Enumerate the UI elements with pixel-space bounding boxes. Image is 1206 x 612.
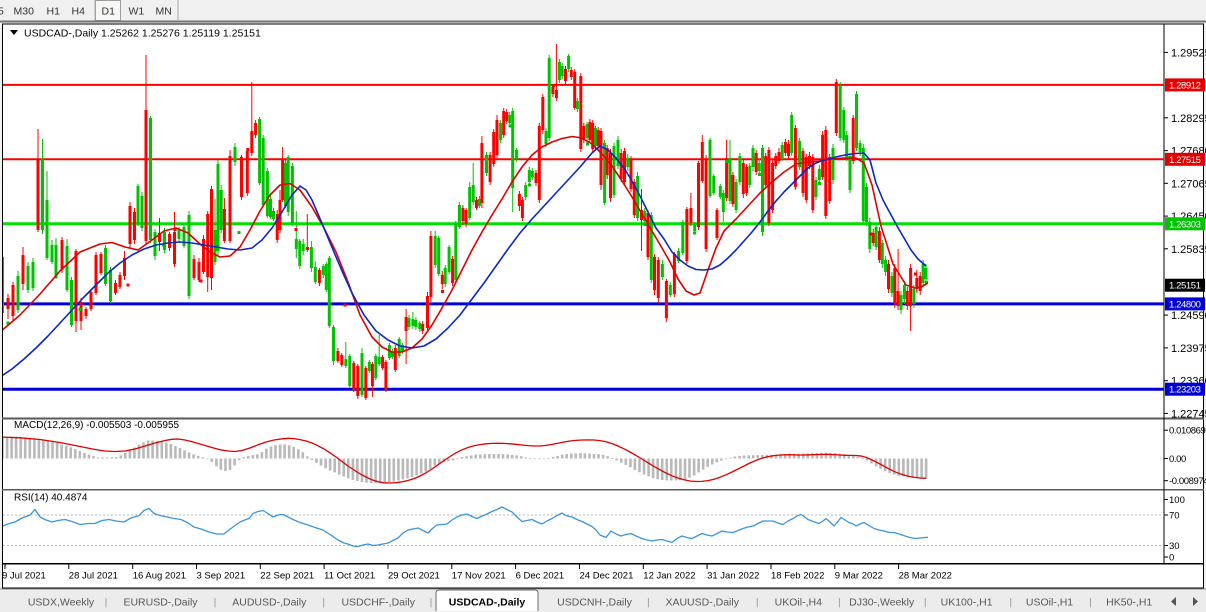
svg-text:1.28912: 1.28912 (1169, 80, 1201, 91)
svg-text:|: | (1009, 597, 1012, 609)
svg-text:|: | (430, 597, 433, 609)
svg-text:|: | (214, 597, 217, 609)
svg-text:18 Feb 2022: 18 Feb 2022 (771, 571, 824, 582)
svg-text:24 Dec 2021: 24 Dec 2021 (580, 571, 634, 582)
svg-text:1.27065: 1.27065 (1171, 178, 1206, 190)
svg-text:1.24590: 1.24590 (1171, 310, 1206, 322)
svg-text:AUDUSD-,Daily: AUDUSD-,Daily (232, 597, 307, 609)
svg-text:0: 0 (1169, 553, 1174, 564)
svg-text:H1: H1 (47, 6, 61, 18)
svg-text:USDCNH-,Daily: USDCNH-,Daily (557, 597, 632, 609)
svg-text:1.25835: 1.25835 (1171, 244, 1206, 256)
svg-text:1.22745: 1.22745 (1171, 408, 1206, 420)
svg-text:UKOil-,H4: UKOil-,H4 (775, 597, 822, 609)
svg-text:1.23203: 1.23203 (1169, 385, 1201, 396)
svg-text:1.25151: 1.25151 (1169, 281, 1201, 292)
svg-text:28 Jul 2021: 28 Jul 2021 (69, 571, 118, 582)
svg-text:-0.008974: -0.008974 (1169, 476, 1206, 487)
svg-text:EURUSD-,Daily: EURUSD-,Daily (123, 597, 198, 609)
svg-text:31 Jan 2022: 31 Jan 2022 (707, 571, 759, 582)
svg-text:16 Aug 2021: 16 Aug 2021 (133, 571, 186, 582)
svg-text:70: 70 (1169, 511, 1180, 522)
svg-text:30: 30 (1169, 541, 1180, 552)
svg-text:H4: H4 (72, 6, 86, 18)
svg-text:HK50-,H1: HK50-,H1 (1106, 597, 1152, 609)
svg-text:6 Dec 2021: 6 Dec 2021 (516, 571, 565, 582)
svg-text:9 Jul 2021: 9 Jul 2021 (2, 571, 46, 582)
svg-text:9 Mar 2022: 9 Mar 2022 (835, 571, 883, 582)
svg-text:XAUUSD-,Daily: XAUUSD-,Daily (665, 597, 739, 609)
svg-text:D1: D1 (102, 6, 116, 18)
svg-text:USOil-,H1: USOil-,H1 (1026, 597, 1073, 609)
svg-text:3 Sep 2021: 3 Sep 2021 (197, 571, 246, 582)
svg-text:100: 100 (1169, 495, 1185, 506)
svg-text:|: | (756, 597, 759, 609)
svg-text:|: | (1089, 597, 1092, 609)
svg-text:11 Oct 2021: 11 Oct 2021 (324, 571, 375, 582)
svg-text:12 Jan 2022: 12 Jan 2022 (643, 571, 695, 582)
svg-text:5: 5 (0, 6, 4, 18)
svg-text:MACD(12,26,9) -0.005503 -0.005: MACD(12,26,9) -0.005503 -0.005955 (14, 420, 180, 431)
svg-text:|: | (838, 597, 841, 609)
svg-text:USDCHF-,Daily: USDCHF-,Daily (341, 597, 415, 609)
svg-text:0.00: 0.00 (1169, 454, 1186, 465)
svg-text:1.24800: 1.24800 (1169, 299, 1201, 310)
svg-text:|: | (924, 597, 927, 609)
svg-text:USDX,Weekly: USDX,Weekly (28, 597, 95, 609)
svg-text:0.010869: 0.010869 (1169, 426, 1206, 437)
svg-text:RSI(14) 40.4874: RSI(14) 40.4874 (14, 493, 88, 504)
svg-text:MN: MN (156, 6, 172, 18)
svg-text:|: | (322, 597, 325, 609)
svg-text:W1: W1 (129, 6, 145, 18)
svg-text:|: | (647, 597, 650, 609)
svg-text:USDCAD-,Daily: USDCAD-,Daily (449, 597, 526, 609)
svg-text:1.23975: 1.23975 (1171, 343, 1206, 355)
svg-text:DJ30-,Weekly: DJ30-,Weekly (849, 597, 915, 609)
svg-text:17 Nov 2021: 17 Nov 2021 (452, 571, 506, 582)
svg-text:22 Sep 2021: 22 Sep 2021 (260, 571, 314, 582)
svg-text:1.27515: 1.27515 (1169, 155, 1201, 166)
svg-text:USDCAD-,Daily 1.25262 1.25276: USDCAD-,Daily 1.25262 1.25276 1.25119 1.… (24, 28, 261, 40)
svg-text:1.26303: 1.26303 (1169, 219, 1201, 230)
svg-text:M30: M30 (14, 6, 35, 18)
svg-text:1.29525: 1.29525 (1171, 47, 1206, 59)
svg-text:28 Mar 2022: 28 Mar 2022 (899, 571, 952, 582)
svg-text:29 Oct 2021: 29 Oct 2021 (388, 571, 440, 582)
svg-text:1.28295: 1.28295 (1171, 113, 1206, 125)
svg-text:|: | (105, 597, 108, 609)
svg-text:UK100-,H1: UK100-,H1 (941, 597, 993, 609)
